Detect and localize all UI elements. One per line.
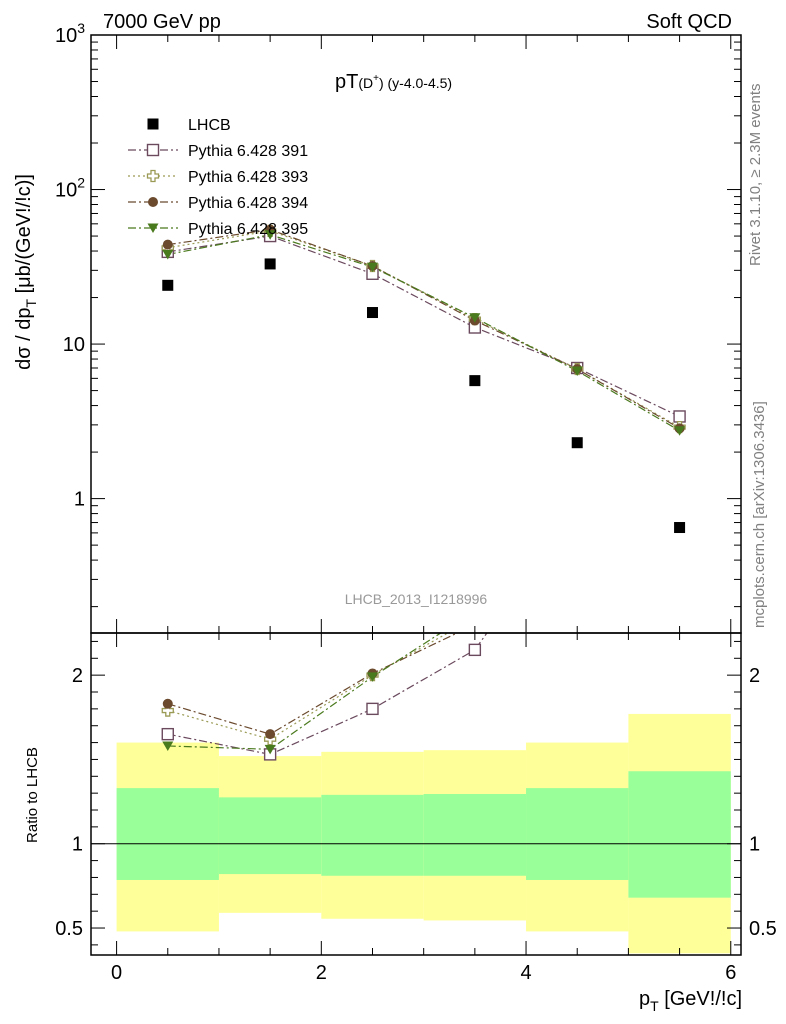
ratio-data-point: [468, 643, 482, 657]
analysis-watermark: LHCB_2013_I1218996: [345, 591, 488, 607]
ratio-band-inner: [526, 788, 629, 880]
legend-marker: [147, 118, 159, 130]
main-data-point: [162, 279, 174, 291]
main-y-tick-label: 1: [74, 489, 85, 511]
legend-marker: [146, 169, 160, 183]
main-y-axis-label: dσ / dpT [μb/(GeV!/!c)]: [13, 174, 39, 370]
ratio-data-point: [161, 727, 174, 741]
legend-label: Pythia 6.428 395: [188, 221, 308, 238]
x-tick-label: 2: [316, 962, 327, 984]
legend-label: Pythia 6.428 394: [188, 195, 308, 212]
ratio-data-point: [674, 300, 685, 310]
main-data-point: [264, 230, 276, 240]
main-y-tick-label: 103: [55, 20, 85, 47]
main-series-line: [167, 229, 680, 429]
ratio-series-line: [167, 633, 442, 750]
x-axis-label: pT [GeV!/!c]: [639, 988, 742, 1014]
main-series-line: [167, 230, 680, 428]
mcplots-source-label: mcplots.cern.ch [arXiv:1306.3436]: [751, 401, 768, 628]
ratio-y-tick-label-right: 1: [749, 834, 760, 856]
ratio-band-inner: [321, 794, 424, 876]
ratio-series-line: [167, 633, 449, 740]
x-label-sub: T: [650, 998, 659, 1014]
legend: LHCB Pythia 6.428 391 Pythia 6.428 393 Pyth…: [128, 117, 308, 238]
ratio-data-point: [161, 704, 174, 717]
legend-marker: [146, 143, 160, 157]
main-data-point: [673, 410, 686, 423]
plot-title-tail: ) (y-4.0-4.5): [379, 75, 452, 91]
ratio-band-inner: [628, 771, 731, 898]
ratio-data-point: [572, 501, 583, 512]
ratio-band-inner: [116, 788, 219, 880]
ratio-band-inner: [423, 794, 527, 876]
main-series-line: [167, 235, 680, 418]
ratio-data-point: [572, 519, 583, 529]
ratio-data-point: [674, 130, 685, 141]
main-y-tick-label: 10: [63, 334, 85, 356]
main-data-point: [674, 522, 686, 534]
main-data-point: [162, 239, 173, 250]
ratio-data-point: [469, 607, 480, 617]
main-y-label-a: dσ / dp: [13, 308, 35, 370]
main-series-layer: [161, 224, 686, 534]
legend-label: LHCB: [188, 117, 231, 134]
x-label-a: p: [639, 988, 650, 1010]
ratio-y-tick-label-left: 2: [72, 665, 83, 687]
ratio-data-point: [366, 672, 378, 682]
main-data-point: [571, 437, 583, 449]
ratio-data-point: [162, 698, 173, 709]
ratio-y-tick-label-left: 1: [72, 834, 83, 856]
main-data-point: [571, 366, 583, 376]
x-tick-label: 6: [725, 962, 736, 984]
ratio-y-tick-label-left: 0.5: [55, 918, 83, 940]
plot-title: pT(D+) (y-4.0-4.5): [335, 71, 452, 93]
ratio-series-layer: [161, 130, 685, 761]
ratio-data-point: [469, 612, 480, 623]
main-y-label-b: [μb/(GeV!/!c)]: [13, 174, 35, 299]
main-data-point: [366, 307, 378, 319]
ratio-data-point: [675, 266, 685, 276]
legend-marker: [148, 197, 158, 207]
ratio-axis-ticks: 0.5 0.5 1 1 2 2 0 2 4 6: [55, 633, 777, 984]
ratio-plot-frame: [90, 632, 742, 956]
ratio-data-point: [265, 729, 276, 740]
legend-label: Pythia 6.428 391: [188, 143, 308, 160]
main-data-point: [469, 375, 481, 387]
ratio-data-point: [674, 248, 685, 259]
process-label: Soft QCD: [646, 11, 732, 33]
ratio-data-point: [162, 741, 174, 751]
ratio-data-point: [264, 744, 276, 755]
energy-label: 7000 GeV pp: [103, 11, 221, 33]
legend-label: Pythia 6.428 393: [188, 169, 308, 186]
main-data-point: [469, 313, 481, 323]
ratio-data-point: [366, 702, 379, 716]
main-data-point: [366, 262, 378, 273]
x-tick-label: 0: [111, 962, 122, 984]
ratio-y-tick-label-right: 0.5: [749, 918, 777, 940]
main-data-point: [162, 249, 174, 260]
main-data-point: [264, 258, 276, 270]
ratio-data-point: [572, 501, 583, 512]
ratio-band-inner: [218, 797, 322, 875]
main-y-label-sub: T: [23, 299, 39, 308]
ratio-series-line: [167, 633, 488, 756]
ratio-y-tick-label-right: 2: [749, 665, 760, 687]
x-label-b: [GeV!/!c]: [659, 988, 742, 1010]
x-tick-label: 4: [520, 962, 531, 984]
main-series-line: [167, 234, 680, 432]
ratio-data-point: [572, 502, 582, 512]
ratio-uncertainty-bands: [116, 713, 731, 954]
rivet-version-label: Rivet 3.1.10, ≥ 2.3M events: [747, 84, 764, 267]
main-y-tick-label: 102: [55, 175, 85, 202]
plot-title-main: pT: [335, 71, 358, 93]
ratio-series-line: [167, 633, 459, 735]
legend-marker: [147, 223, 159, 233]
main-data-point: [674, 426, 686, 436]
plot-title-sup: +: [373, 73, 379, 84]
plot-title-sub: (D: [358, 75, 373, 91]
main-axis-ticks: 1 10 102 103: [55, 20, 741, 633]
ratio-y-axis-label: Ratio to LHCB: [24, 747, 41, 843]
